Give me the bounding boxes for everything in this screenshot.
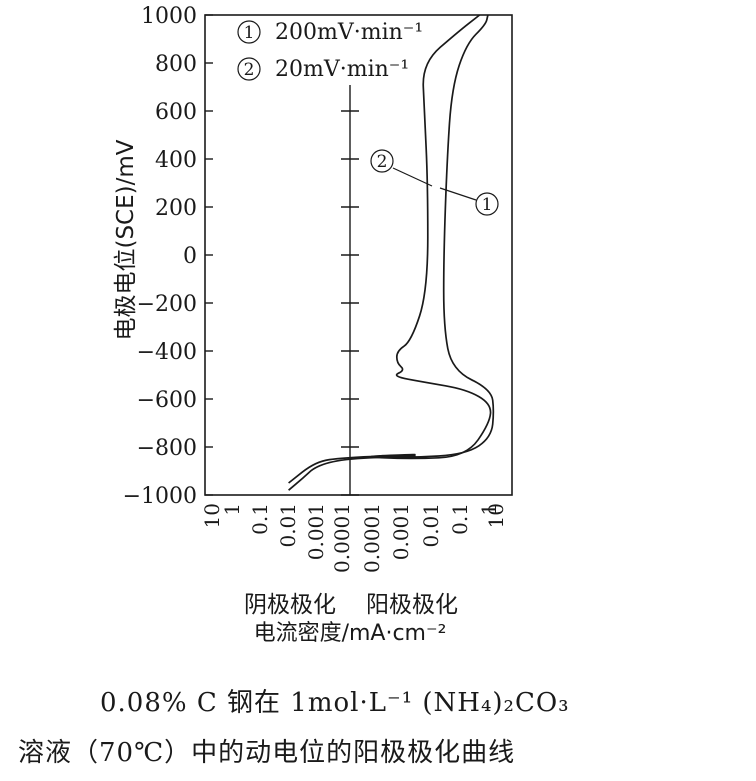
x-tick-label-anodic: 10 [484, 503, 508, 528]
callout-series-2: 2 [370, 149, 394, 173]
x-tick-label-anodic: 0.1 [448, 503, 472, 535]
legend-label-1: 200mV·min⁻¹ [275, 20, 423, 45]
x-axis-unit-label: 电流密度/mA·cm⁻² [254, 621, 447, 646]
center-axis [341, 85, 359, 496]
y-tick-label: 600 [155, 100, 197, 125]
figure-caption-line1: 0.08% C 钢在 1mol·L⁻¹ (NH₄)₂CO₃ [100, 688, 570, 718]
y-tick-label: −600 [137, 388, 197, 413]
figure-caption-line2: 溶液（70℃）中的动电位的阳极极化曲线 [18, 738, 516, 768]
curve-series-1 [288, 14, 495, 491]
x-tick-label-anodic: 1 [477, 503, 501, 516]
legend-marker-2-ring [237, 57, 261, 81]
callout-series-2-text: 2 [377, 152, 388, 172]
curves: 21 [288, 14, 499, 491]
y-tick-label: 800 [155, 52, 197, 77]
legend-marker-1: 1 [237, 20, 261, 44]
y-tick-label: −200 [137, 292, 197, 317]
polarization-chart: 1000 800 600 400 200 0 −200 −400 −600 −800 −1000 1… [113, 4, 513, 646]
legend-marker-1-ring [237, 20, 261, 44]
callout-series-1-ring [475, 192, 499, 216]
x-tick-label-cathodic: 0.01 [276, 503, 300, 548]
legend-label-2: 20mV·min⁻¹ [275, 57, 409, 82]
legend-marker-1-text: 1 [244, 23, 255, 43]
y-tick-label: −1000 [123, 484, 197, 509]
y-axis-label: 电极电位(SCE)/mV [113, 139, 139, 340]
callout-series-1: 1 [475, 192, 499, 216]
y-axis-ticks: 1000 800 600 400 200 0 −200 −400 −600 −800 −1000 [123, 4, 213, 509]
y-tick-label: 400 [155, 148, 197, 173]
x-tick-label-anodic: 0.01 [419, 503, 443, 548]
x-label-cathodic: 阴极极化 [244, 592, 336, 618]
legend-marker-2: 2 [237, 57, 261, 81]
x-tick-label-cathodic: 0.1 [248, 503, 272, 535]
y-tick-label: −400 [137, 340, 197, 365]
x-tick-label-anodic: 0.001 [389, 503, 413, 560]
x-label-anodic: 阳极极化 [366, 592, 458, 618]
x-tick-label-anodic: 0.0001 [360, 503, 384, 573]
x-tick-label-cathodic: 0.001 [304, 503, 328, 560]
y-tick-label: 1000 [141, 4, 197, 29]
x-tick-label-cathodic: 10 [200, 503, 224, 528]
callout-leader-1 [439, 187, 477, 201]
y-tick-label: 200 [155, 196, 197, 221]
x-tick-label-cathodic: 1 [220, 503, 244, 516]
callout-series-2-ring [370, 149, 394, 173]
legend-marker-2-text: 2 [244, 60, 255, 80]
x-axis-ticks: 101 0.1 0.01 0.001 0.0001 0.0001 0.001 0.01 0.1 1… [200, 503, 508, 573]
callout-leader-2 [392, 167, 433, 187]
curve-series-2 [288, 14, 492, 484]
callout-series-1-text: 1 [482, 195, 493, 215]
y-tick-label: −800 [137, 436, 197, 461]
y-tick-label: 0 [183, 244, 197, 269]
legend: 1 200mV·min⁻¹ 2 20mV·min⁻¹ [237, 20, 423, 82]
x-tick-label-cathodic: 0.0001 [330, 503, 354, 573]
